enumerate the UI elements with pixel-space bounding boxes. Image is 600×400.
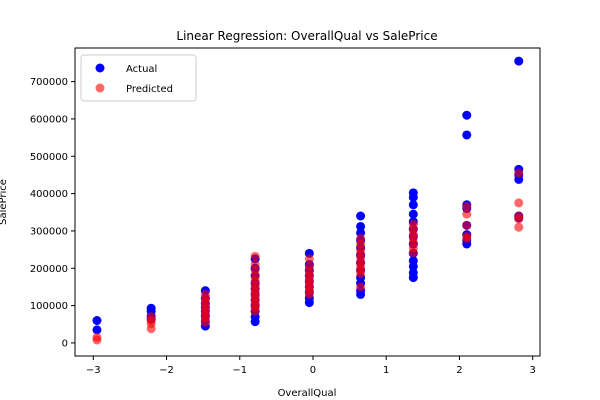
- point-actual: [408, 273, 418, 283]
- point-actual: [408, 200, 418, 210]
- point-actual: [92, 316, 102, 326]
- legend-label-predicted: Predicted: [126, 84, 173, 95]
- point-actual: [356, 289, 366, 299]
- point-predicted: [92, 335, 102, 345]
- legend-label-actual: Actual: [126, 64, 157, 75]
- x-tick-label: 3: [529, 365, 535, 376]
- x-tick-label: −3: [86, 365, 101, 376]
- point-actual: [514, 174, 524, 184]
- point-predicted: [514, 214, 524, 224]
- y-tick-label: 300000: [30, 226, 68, 237]
- point-predicted: [514, 222, 524, 232]
- chart-title: Linear Regression: OverallQual vs SalePr…: [176, 29, 437, 43]
- y-tick-label: 200000: [30, 264, 68, 275]
- point-predicted: [250, 306, 260, 316]
- plot-frame: [74, 47, 541, 357]
- x-axis-title: OverallQual: [278, 388, 337, 399]
- point-predicted: [408, 248, 418, 258]
- point-predicted: [304, 254, 314, 264]
- x-tick-label: 1: [383, 365, 389, 376]
- point-actual: [408, 192, 418, 202]
- x-tick-label: −2: [159, 365, 174, 376]
- point-actual: [356, 211, 366, 221]
- point-actual: [408, 209, 418, 219]
- point-predicted: [356, 269, 366, 279]
- point-actual: [462, 130, 472, 140]
- y-axis-title: SalePrice: [0, 179, 9, 225]
- legend-marker-predicted: [95, 83, 105, 93]
- y-tick-label: 700000: [30, 77, 68, 88]
- point-actual: [304, 298, 314, 308]
- y-tick-label: 100000: [30, 301, 68, 312]
- point-predicted: [200, 317, 210, 327]
- point-predicted: [514, 168, 524, 178]
- y-tick-label: 400000: [30, 189, 68, 200]
- point-predicted: [462, 209, 472, 219]
- legend-marker-actual: [95, 63, 105, 73]
- point-predicted: [250, 251, 260, 261]
- y-tick-label: 500000: [30, 152, 68, 163]
- point-predicted: [304, 289, 314, 299]
- x-tick-label: 2: [456, 365, 462, 376]
- point-predicted: [514, 198, 524, 208]
- x-tick-label: −1: [232, 365, 247, 376]
- point-actual: [462, 110, 472, 120]
- point-predicted: [462, 202, 472, 212]
- point-predicted: [356, 282, 366, 292]
- point-predicted: [462, 220, 472, 230]
- point-predicted: [462, 233, 472, 243]
- legend: Actual Predicted: [80, 54, 197, 102]
- plot-area: [92, 56, 524, 345]
- point-predicted: [146, 324, 156, 334]
- point-actual: [92, 325, 102, 335]
- point-actual: [356, 221, 366, 231]
- legend-box: [80, 54, 197, 102]
- x-tick-label: 0: [310, 365, 316, 376]
- axes: −3 −2 −1 0 1 2 3 0 100000 200000 300000 400000 50000…: [30, 77, 536, 376]
- point-actual: [514, 56, 524, 66]
- point-actual: [250, 317, 260, 327]
- point-actual: [408, 261, 418, 271]
- y-tick-label: 600000: [30, 114, 68, 125]
- y-tick-label: 0: [62, 338, 68, 349]
